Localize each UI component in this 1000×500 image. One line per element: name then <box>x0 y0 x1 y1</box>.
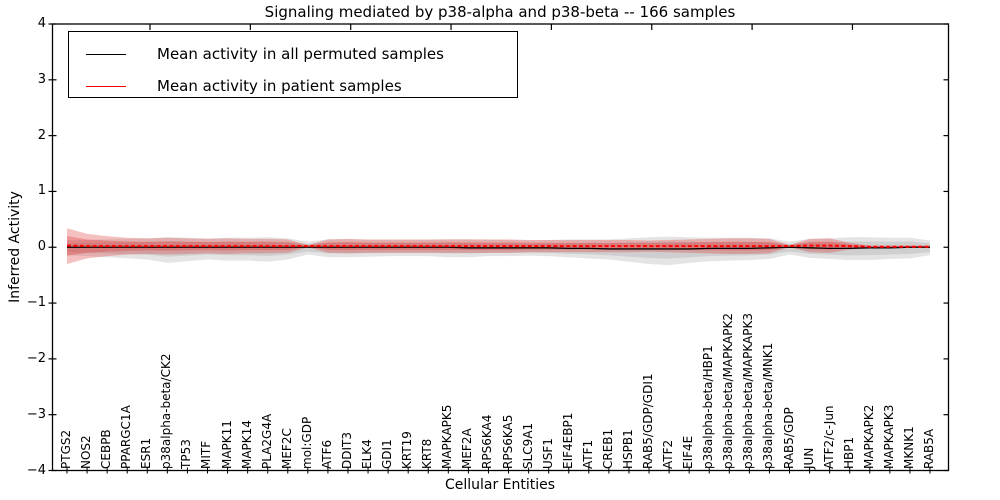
legend-item-permuted: Mean activity in all permuted samples <box>69 38 517 70</box>
x-tick-label: CREB1 <box>600 428 615 469</box>
legend-item-patient: Mean activity in patient samples <box>69 70 517 102</box>
x-tick-label: KRT19 <box>400 430 415 469</box>
x-tick-label: PLA2G4A <box>259 413 274 469</box>
x-tick-label: DDIT3 <box>339 431 354 469</box>
legend-line-permuted <box>86 53 126 55</box>
y-tick-label: 1 <box>37 183 46 199</box>
legend-line-patient <box>86 85 126 87</box>
y-tick-label: −4 <box>26 462 46 478</box>
legend-label-permuted: Mean activity in all permuted samples <box>157 45 444 63</box>
x-axis-label: Cellular Entities <box>444 477 556 493</box>
x-tick-label: MITF <box>199 440 214 469</box>
x-tick-label: USF1 <box>540 437 555 469</box>
plot-frame <box>51 23 950 472</box>
x-tick-label: ATF2/c-Jun <box>821 404 836 469</box>
x-tick-label: RAB5/GDP/GDI1 <box>641 372 656 469</box>
x-tick-label: p38alpha-beta/HBP1 <box>701 344 716 469</box>
y-tick-label: 0 <box>37 239 46 255</box>
x-tick-label: mol:GDP <box>299 416 314 469</box>
x-tick-label: HSPB1 <box>620 428 635 469</box>
legend-label-patient: Mean activity in patient samples <box>157 77 402 95</box>
x-tick-label: ATF1 <box>580 439 595 469</box>
y-tick-label: 3 <box>37 71 46 87</box>
x-tick-label: MEF2C <box>279 427 294 469</box>
x-tick-label: RPS6KA5 <box>500 414 515 469</box>
y-tick-label: 2 <box>37 127 46 143</box>
x-tick-label: MAPKAPK2 <box>861 404 876 469</box>
x-tick-label: RAB5/GDP <box>781 406 796 469</box>
x-tick-label: PPARGC1A <box>119 404 134 469</box>
x-tick-label: ESR1 <box>139 437 154 469</box>
x-tick-label: MAPK14 <box>239 419 254 469</box>
x-tick-label: NOS2 <box>79 434 94 469</box>
legend-box: Mean activity in all permuted samples Me… <box>68 31 518 98</box>
x-tick-label: ATF2 <box>661 439 676 469</box>
x-tick-label: RAB5A <box>922 428 936 469</box>
x-tick-label: MAPKAPK5 <box>440 404 455 469</box>
x-tick-label: PTGS2 <box>59 429 73 469</box>
x-tick-label: JUN <box>801 447 816 469</box>
x-tick-label: MEF2A <box>460 427 475 469</box>
x-tick-label: MAPKAPK3 <box>881 404 896 469</box>
x-tick-label: TP53 <box>179 438 194 469</box>
x-tick-label: MAPK11 <box>219 419 234 469</box>
x-tick-label: RPS6KA4 <box>480 414 495 469</box>
x-tick-label: GDI1 <box>380 438 395 469</box>
x-tick-label: SLC9A1 <box>520 422 535 469</box>
x-tick-label: p38alpha-beta/MAPKAPK2 <box>721 312 736 469</box>
y-tick-label: −3 <box>26 406 46 422</box>
x-tick-label: ATF6 <box>319 439 334 469</box>
x-tick-label: KRT8 <box>420 438 435 469</box>
x-tick-label: p38alpha-beta/CK2 <box>159 353 174 469</box>
chart-title: Signaling mediated by p38-alpha and p38-… <box>264 3 736 21</box>
y-tick-label: −2 <box>26 350 46 366</box>
x-tick-label: CEBPB <box>99 428 114 469</box>
x-tick-label: p38alpha-beta/MNK1 <box>761 342 776 469</box>
x-tick-label: HBP1 <box>841 436 856 469</box>
mean-lines <box>66 244 930 250</box>
x-tick-label: EIF4E <box>681 435 696 469</box>
x-tick-label: EIF4EBP1 <box>560 412 575 469</box>
y-tick-label: −1 <box>26 295 46 311</box>
x-tick-label: MKNK1 <box>901 425 916 469</box>
y-tick-label: 4 <box>37 16 46 31</box>
x-tick-label: p38alpha-beta/MAPKAPK3 <box>741 312 756 469</box>
x-tick-label: ELK4 <box>360 438 375 469</box>
